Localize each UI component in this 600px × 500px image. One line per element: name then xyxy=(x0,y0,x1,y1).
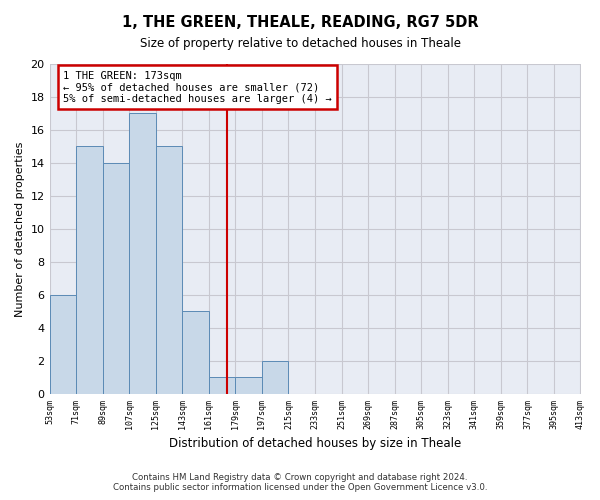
Y-axis label: Number of detached properties: Number of detached properties xyxy=(15,141,25,316)
Bar xyxy=(262,361,289,394)
Bar xyxy=(182,312,209,394)
Text: 1 THE GREEN: 173sqm
← 95% of detached houses are smaller (72)
5% of semi-detache: 1 THE GREEN: 173sqm ← 95% of detached ho… xyxy=(63,70,332,104)
X-axis label: Distribution of detached houses by size in Theale: Distribution of detached houses by size … xyxy=(169,437,461,450)
Bar xyxy=(50,295,76,394)
Bar xyxy=(235,378,262,394)
Text: 1, THE GREEN, THEALE, READING, RG7 5DR: 1, THE GREEN, THEALE, READING, RG7 5DR xyxy=(122,15,478,30)
Bar xyxy=(209,378,235,394)
Bar xyxy=(76,146,103,394)
Text: Size of property relative to detached houses in Theale: Size of property relative to detached ho… xyxy=(139,38,461,51)
Bar xyxy=(103,163,129,394)
Bar xyxy=(129,114,156,394)
Bar xyxy=(156,146,182,394)
Text: Contains HM Land Registry data © Crown copyright and database right 2024.
Contai: Contains HM Land Registry data © Crown c… xyxy=(113,473,487,492)
